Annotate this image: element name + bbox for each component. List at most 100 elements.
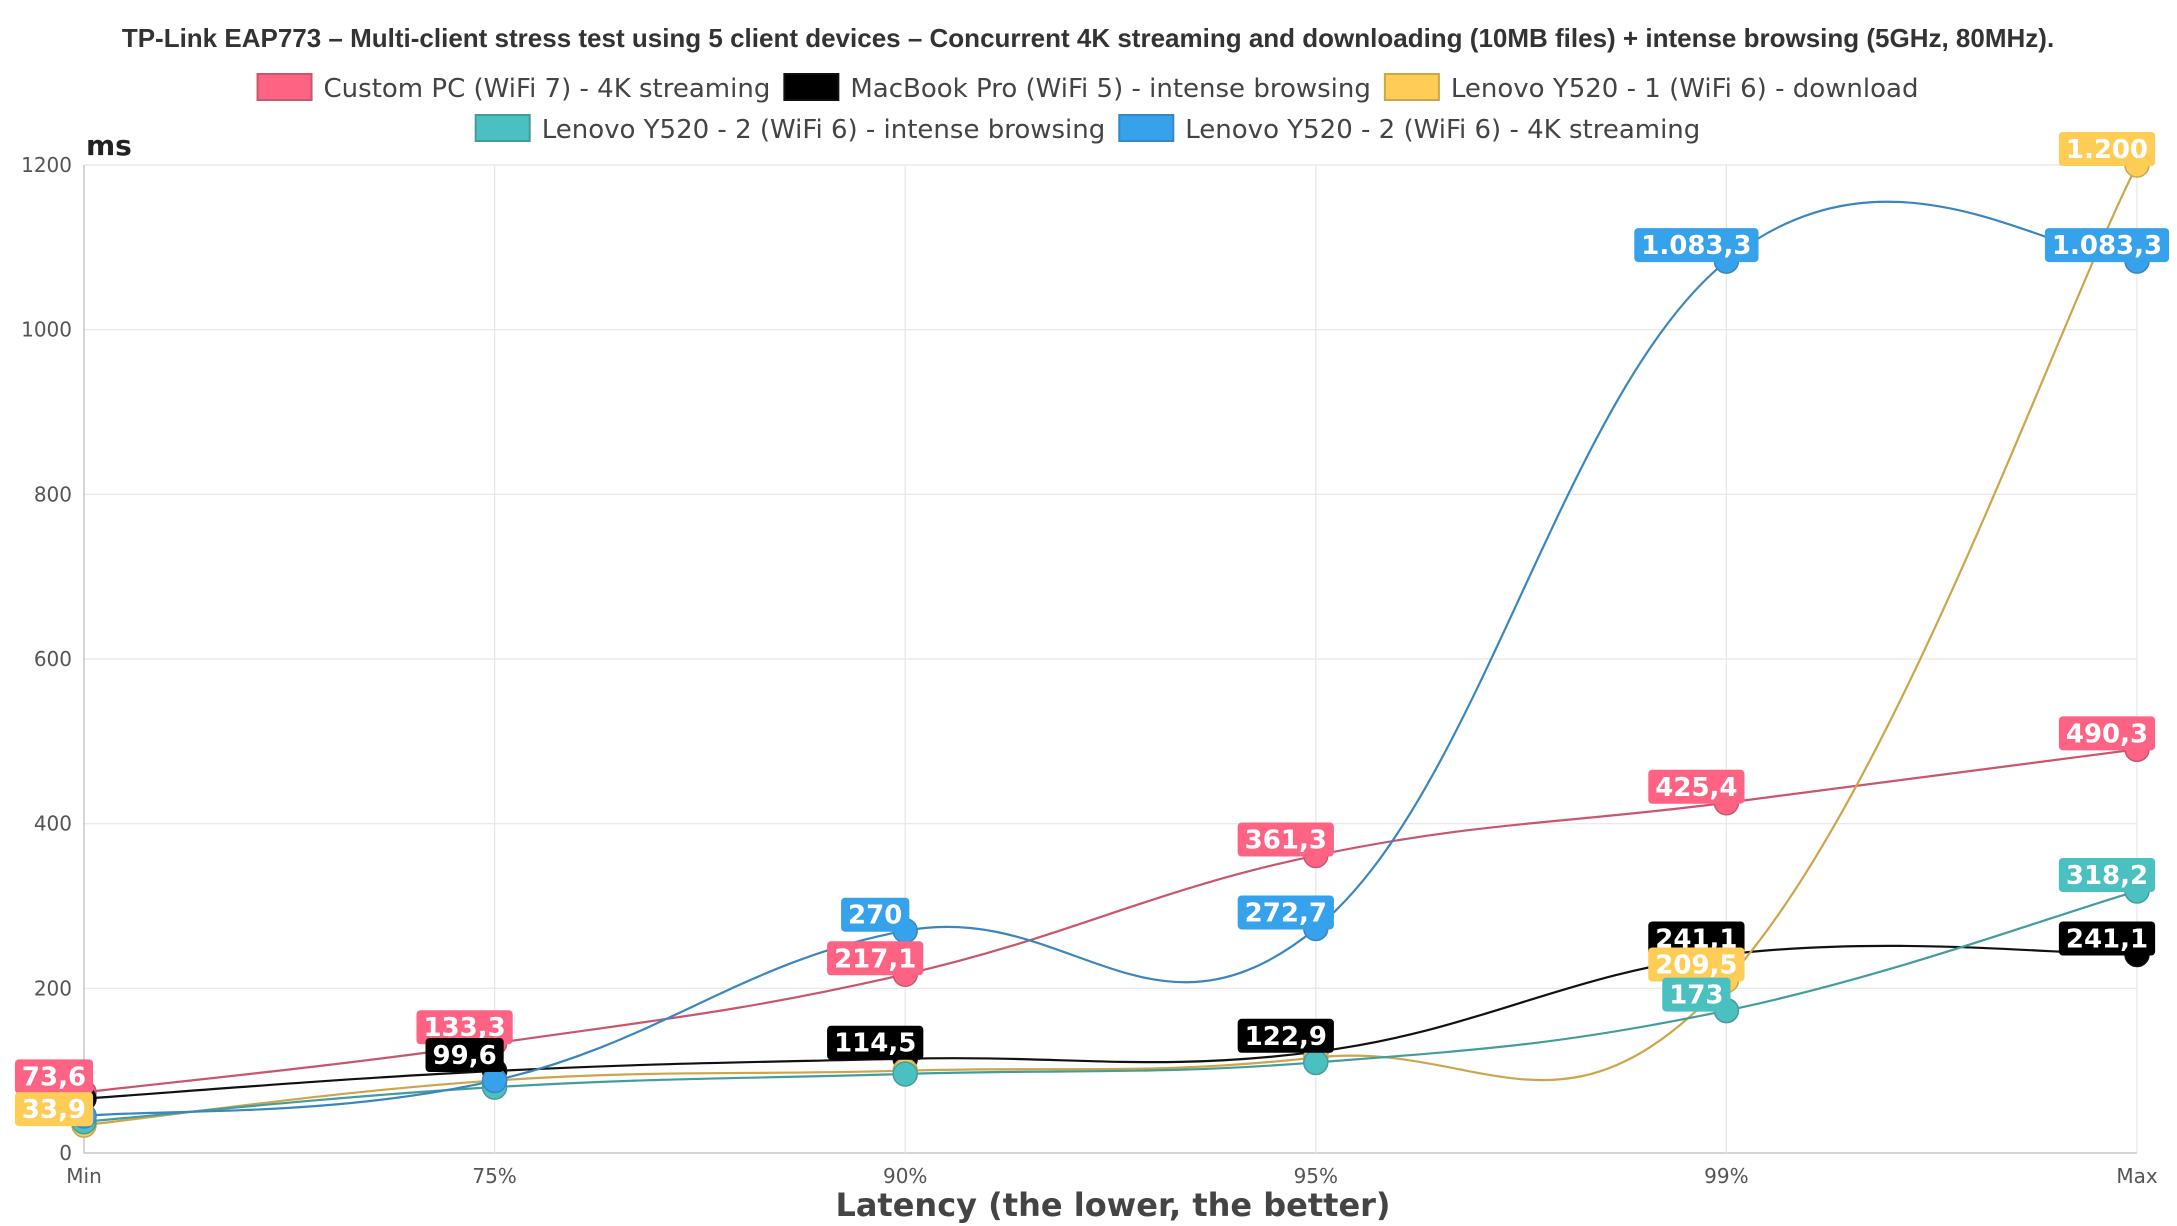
data-label-text: 209,5 [1655,951,1737,981]
legend-item[interactable]: Custom PC (WiFi 7) - 4K streaming [256,73,771,104]
data-label-badge [14,1092,94,1127]
data-label: 490,3 [2058,716,2156,751]
x-axis-ticks: Min 75% 90% 95% 99% Max [66,1164,2158,1188]
data-label-text: 114,5 [834,1029,916,1059]
data-label-badge [827,1025,924,1060]
data-label: 217,1 [827,941,924,976]
y-axis-ticks: 0 200 400 600 800 1000 1200 [21,153,72,1165]
data-label-text: 99,6 [433,1041,497,1071]
data-label-text: 73,6 [22,1062,86,1092]
legend-label: Custom PC (WiFi 7) - 4K streaming [324,74,771,104]
legend-label: Lenovo Y520 - 2 (WiFi 6) - 4K streaming [1185,115,1700,145]
data-label-text: 122,9 [1245,1022,1327,1052]
data-label-badge [1237,1018,1334,1053]
y-axis-label: ms [86,129,132,162]
data-label-text: 173 [1669,981,1723,1011]
legend-swatch [1118,114,1175,142]
data-point[interactable] [481,1067,508,1094]
legend-item[interactable]: MacBook Pro (WiFi 5) - intense browsing [783,73,1371,104]
legend: Custom PC (WiFi 7) - 4K streaming MacBook… [256,73,1919,145]
legend-swatch [1383,73,1440,101]
data-label-badge [14,1059,94,1094]
data-label-badge [1648,921,1745,956]
data-label: 241,1 [2058,921,2156,956]
data-label-text: 272,7 [1245,898,1327,928]
data-label-badge [1662,977,1731,1012]
legend-item[interactable]: Lenovo Y520 - 2 (WiFi 6) - 4K streaming [1118,114,1700,145]
legend-swatch [783,73,840,101]
legend-item[interactable]: Lenovo Y520 - 2 (WiFi 6) - intense brows… [474,114,1106,145]
data-label: 99,6 [425,1037,504,1072]
data-label-badge [416,1010,513,1045]
data-label-text: 1.200 [2066,135,2148,165]
y-tick-label: 1200 [21,153,72,177]
data-label-badge [2058,858,2156,893]
series-line [83,748,2138,1094]
x-tick-label: 75% [472,1164,516,1188]
x-tick-label: 95% [1294,1164,1338,1188]
legend-swatch [474,114,531,142]
data-point[interactable] [892,1061,918,1087]
data-label-badge [425,1037,504,1072]
data-label: 122,9 [1237,1018,1334,1053]
data-point[interactable] [1303,1049,1329,1076]
y-tick-label: 1000 [21,318,72,342]
data-label-badge [1634,228,1759,263]
x-tick-label: Min [66,1164,102,1188]
y-tick-label: 800 [34,482,72,506]
data-label-badge [2044,228,2170,263]
data-label-text: 490,3 [2066,719,2148,749]
y-tick-label: 200 [34,976,72,1000]
data-label-text: 217,1 [834,944,916,974]
data-label-badge [1237,895,1334,930]
y-tick-label: 400 [34,812,72,836]
data-label-badge [2058,132,2156,166]
data-label: 209,5 [1648,947,1745,982]
y-tick-label: 0 [59,1141,72,1165]
data-label-badge [827,941,924,976]
legend-item[interactable]: Lenovo Y520 - 1 (WiFi 6) - download [1383,73,1919,104]
chart-title: TP-Link EAP773 – Multi-client stress tes… [122,23,2054,53]
data-label-text: 270 [848,901,902,931]
legend-swatch [256,73,313,101]
data-label-text: 1.083,3 [1641,231,1751,261]
series-line [83,164,2138,1127]
x-tick-label: 90% [883,1164,927,1188]
data-label: 318,2 [2058,858,2156,893]
data-label: 114,5 [827,1025,924,1060]
data-label-badge [1648,769,1745,804]
x-tick-label: 99% [1704,1164,1748,1188]
legend-label: MacBook Pro (WiFi 5) - intense browsing [850,74,1371,104]
data-label: 270 [841,897,910,932]
series-line [83,889,2138,1123]
data-label-text: 33,9 [22,1095,86,1125]
x-axis-label: Latency (the lower, the better) [835,1186,1390,1224]
data-label-badge [2058,716,2156,751]
series-lines [83,164,2138,1127]
data-label-text: 318,2 [2066,861,2148,891]
grid-lines [83,164,2138,1154]
data-label-text: 1.083,3 [2052,231,2162,261]
data-label-badge [1237,822,1334,857]
data-label: 1.083,3 [1634,228,1759,263]
series-points [71,152,2150,1138]
data-label: 33,9 [14,1092,94,1127]
data-label-badge [841,897,910,932]
data-label: 73,6 [14,1059,94,1094]
data-label-text: 241,1 [2066,924,2148,954]
data-label: 425,4 [1648,769,1745,804]
data-label-text: 361,3 [1245,826,1327,856]
data-label: 1.200 [2058,132,2156,166]
data-label: 173 [1662,977,1731,1012]
data-label-badge [1648,947,1745,982]
series-line [83,944,2138,1100]
data-label-badge [2058,921,2156,956]
legend-label: Lenovo Y520 - 2 (WiFi 6) - intense brows… [542,115,1106,145]
y-tick-label: 600 [34,647,72,671]
data-label: 361,3 [1237,822,1334,857]
legend-label: Lenovo Y520 - 1 (WiFi 6) - download [1451,74,1919,104]
data-label: 272,7 [1237,895,1334,930]
